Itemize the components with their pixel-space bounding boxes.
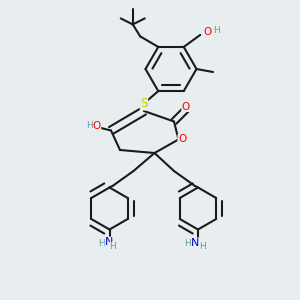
Text: H: H: [86, 122, 92, 130]
Text: O: O: [182, 101, 190, 112]
Text: O: O: [178, 134, 186, 145]
Text: H: H: [199, 242, 206, 251]
Text: H: H: [109, 242, 116, 251]
Text: O: O: [92, 121, 101, 131]
Text: N: N: [105, 237, 114, 247]
Text: H: H: [99, 238, 105, 247]
Text: O: O: [204, 27, 212, 37]
Text: N: N: [191, 238, 199, 248]
Text: H: H: [184, 239, 191, 248]
Text: H: H: [213, 26, 220, 35]
Text: S: S: [140, 97, 148, 110]
